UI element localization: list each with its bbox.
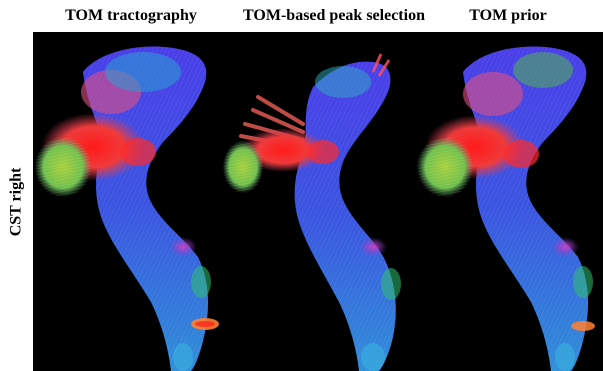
tractography-renderings — [35, 46, 595, 371]
row-label-cst-right: CST right — [7, 167, 25, 236]
row-label-container: CST right — [2, 32, 30, 371]
fiber-bundle-rendering-3 — [417, 46, 595, 371]
column-title-tom-prior: TOM prior — [469, 7, 547, 24]
tractography-figure-panel — [33, 32, 603, 371]
fiber-bundle-rendering-1 — [35, 46, 219, 371]
column-title-tom-based-peak-selection: TOM-based peak selection — [243, 7, 425, 24]
fiber-bundle-rendering-2 — [223, 53, 401, 371]
column-title-tom-tractography: TOM tractography — [65, 7, 197, 24]
